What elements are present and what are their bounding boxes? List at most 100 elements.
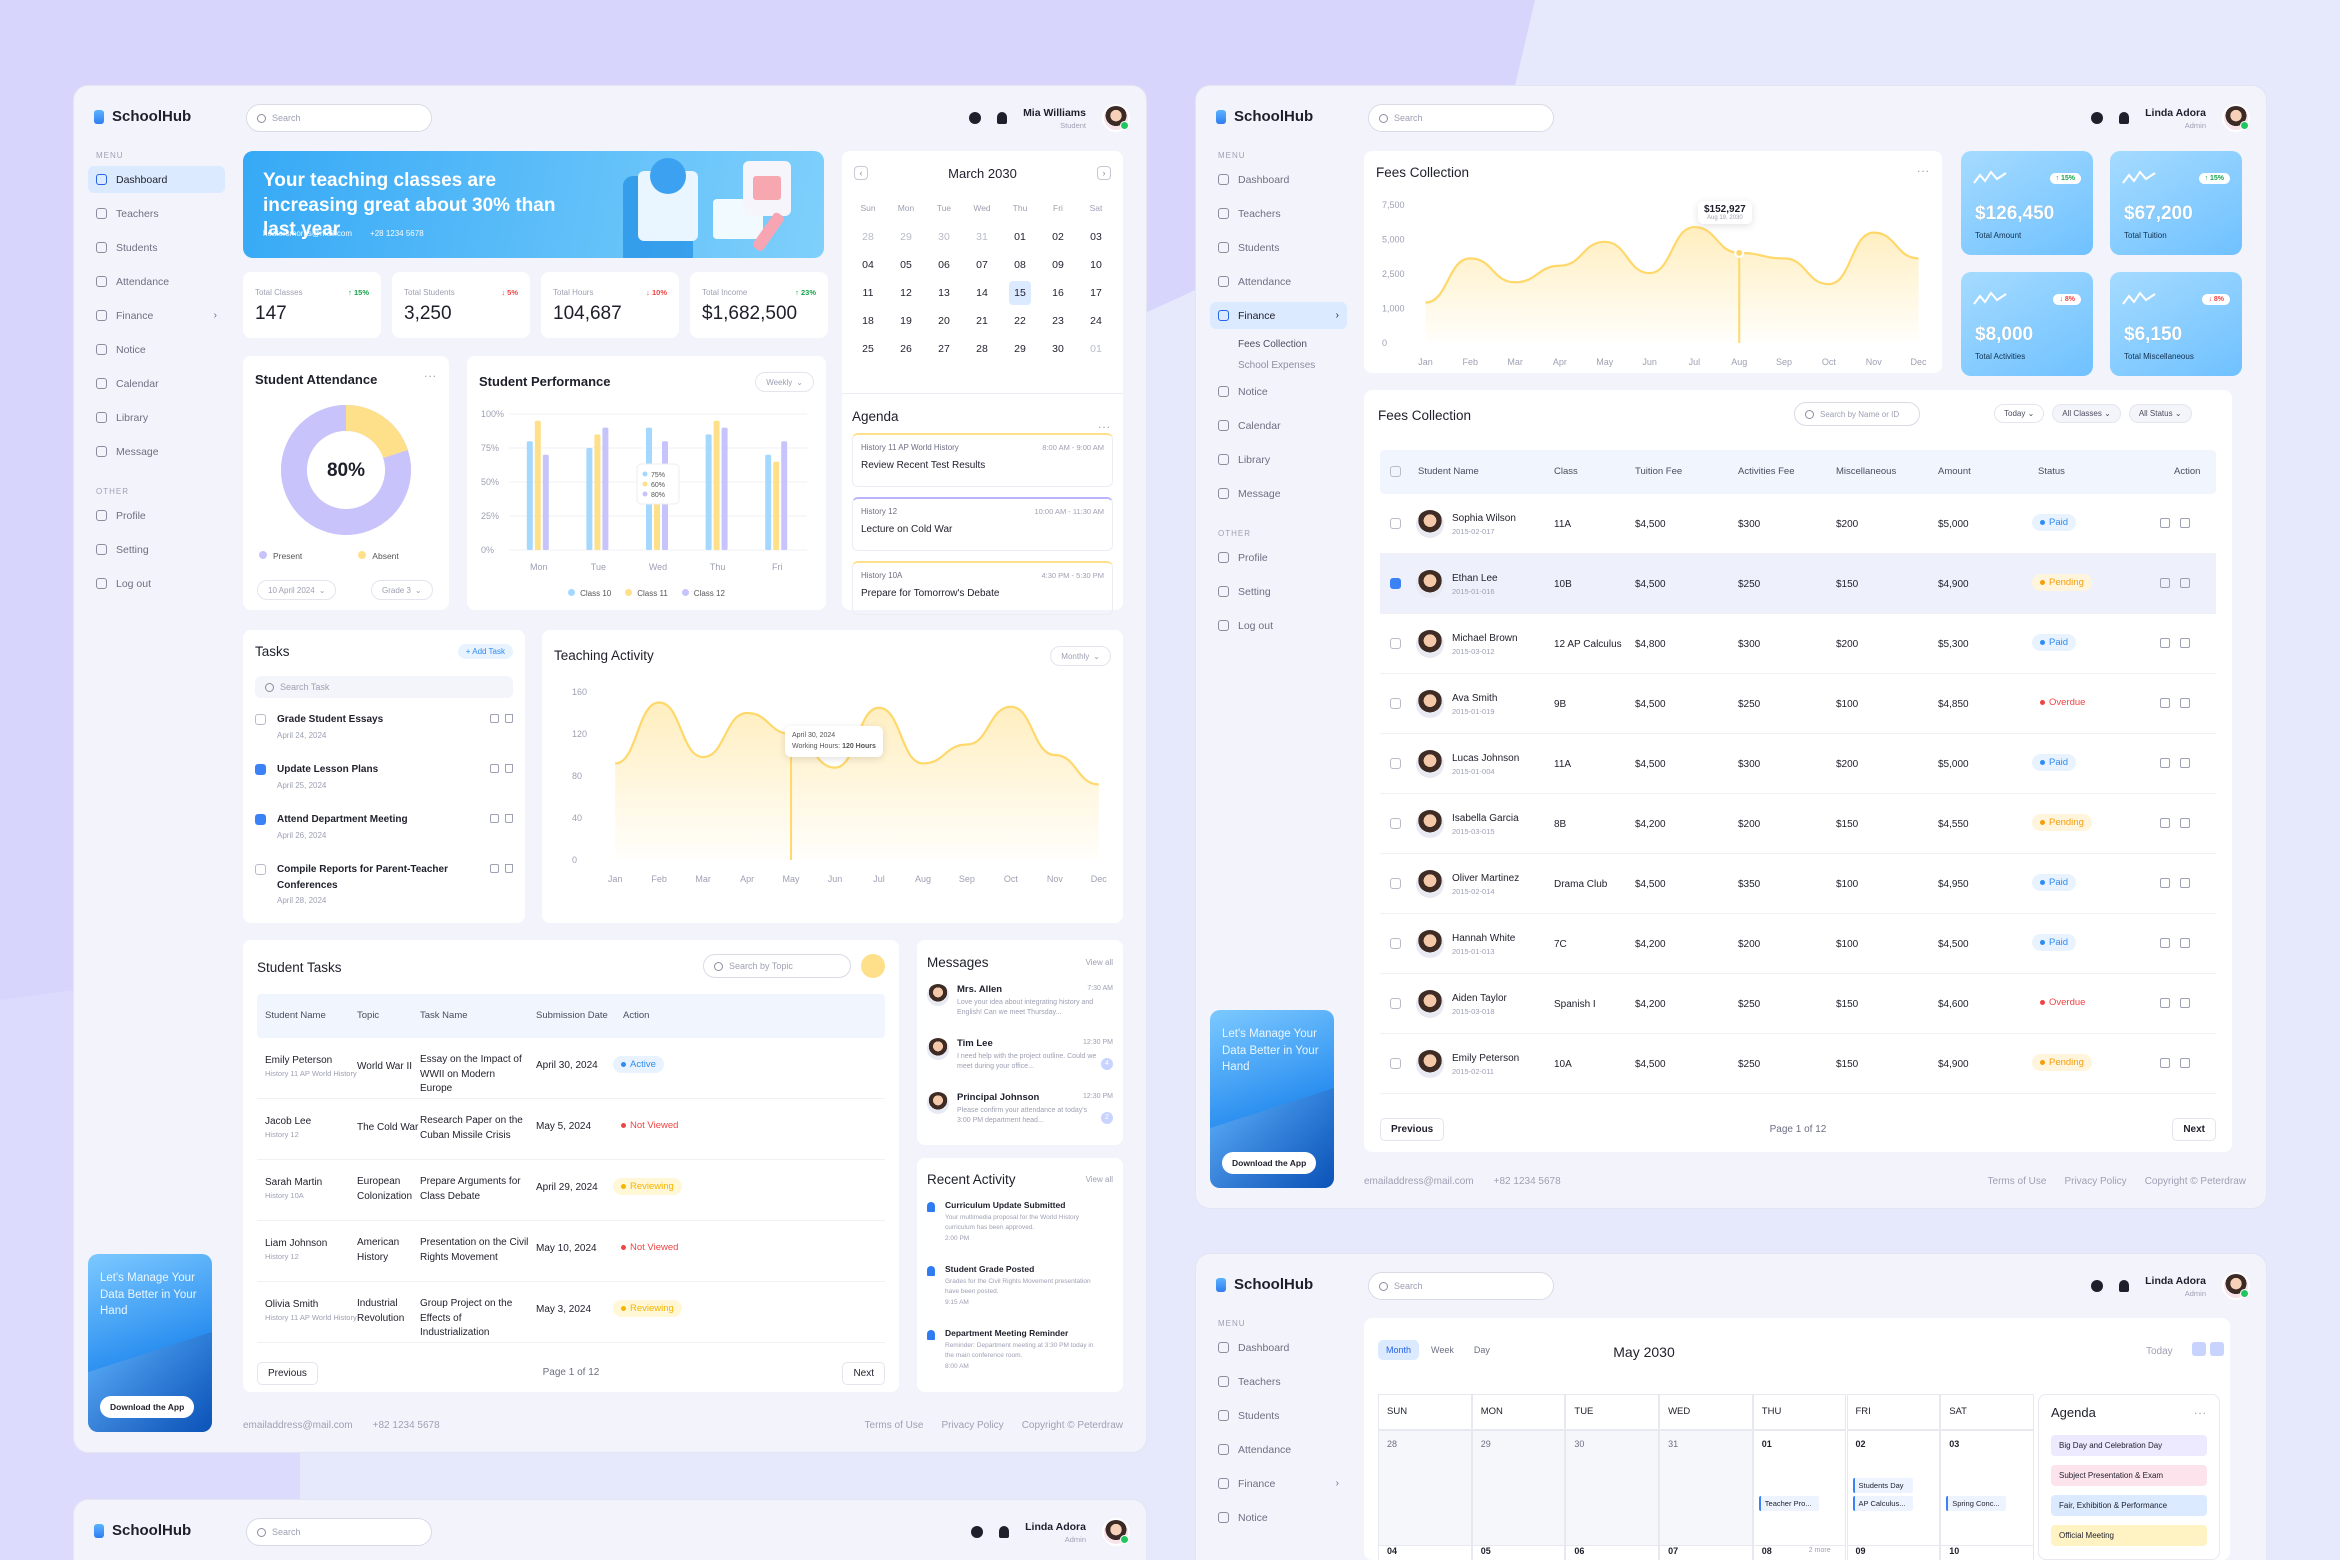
logo[interactable]: SchoolHub bbox=[88, 1522, 225, 1539]
trash-icon[interactable] bbox=[2180, 638, 2190, 648]
table-row[interactable]: Ethan Lee 2015-01-016 10B $4,500 $250 $150 $4,… bbox=[1380, 554, 2216, 614]
trash-icon[interactable] bbox=[2180, 1058, 2190, 1068]
calendar-day[interactable]: 28 bbox=[1378, 1430, 1472, 1546]
more-icon[interactable]: ... bbox=[1097, 417, 1111, 431]
calendar-day[interactable]: 11 bbox=[862, 287, 874, 299]
more-icon[interactable]: ... bbox=[1916, 161, 1930, 175]
agenda-item[interactable]: Official Meeting bbox=[2051, 1525, 2207, 1546]
bar-class-11-mon[interactable] bbox=[534, 420, 541, 550]
calendar-day[interactable]: 06 bbox=[938, 259, 950, 271]
previous-button[interactable]: Previous bbox=[257, 1362, 318, 1385]
sidebar-item-finance[interactable]: Finance › bbox=[88, 302, 225, 329]
footer-email[interactable]: emailaddress@mail.com bbox=[1364, 1176, 1474, 1187]
edit-icon[interactable] bbox=[490, 764, 499, 773]
view-tab-month[interactable]: Month bbox=[1378, 1340, 1420, 1360]
submenu-school-expenses[interactable]: School Expenses bbox=[1238, 360, 1316, 371]
sidebar-item-teachers[interactable]: Teachers bbox=[1210, 1368, 1347, 1395]
calendar-day[interactable]: 01 bbox=[1090, 343, 1102, 355]
view-all-link[interactable]: View all bbox=[1085, 958, 1113, 967]
trash-icon[interactable] bbox=[2180, 758, 2190, 768]
calendar-event[interactable]: Spring Conc... bbox=[1946, 1496, 2007, 1511]
calendar-event[interactable]: Teacher Pro... bbox=[1758, 1496, 1819, 1511]
bell-icon[interactable] bbox=[999, 1526, 1010, 1538]
sidebar-item-setting[interactable]: Setting bbox=[1210, 578, 1347, 605]
trash-icon[interactable] bbox=[2180, 698, 2190, 708]
message-item[interactable]: Tim Lee 12:30 PM I need help with the proj… bbox=[927, 1038, 1113, 1092]
table-row[interactable]: Sarah Martin History 10A European Coloniza… bbox=[257, 1160, 885, 1221]
select-all-checkbox[interactable] bbox=[1390, 466, 1401, 477]
calendar-day[interactable]: 10 bbox=[1090, 259, 1102, 271]
trash-icon[interactable] bbox=[2180, 878, 2190, 888]
row-checkbox[interactable] bbox=[1390, 578, 1401, 589]
calendar-day[interactable]: 25 bbox=[862, 343, 874, 355]
sidebar-item-library[interactable]: Library bbox=[1210, 446, 1347, 473]
edit-icon[interactable] bbox=[2160, 998, 2170, 1008]
filter-button[interactable] bbox=[861, 954, 885, 978]
search-input[interactable]: Search bbox=[1368, 104, 1554, 132]
calendar-day[interactable]: 21 bbox=[976, 315, 988, 327]
sidebar-item-attendance[interactable]: Attendance bbox=[1210, 268, 1347, 295]
trash-icon[interactable] bbox=[2180, 518, 2190, 528]
calendar-day[interactable]: 27 bbox=[938, 343, 950, 355]
logo[interactable]: SchoolHub bbox=[1210, 108, 1347, 125]
task-search-input[interactable]: Search Task bbox=[255, 676, 513, 698]
calendar-day[interactable]: 28 bbox=[862, 231, 874, 243]
calendar-day[interactable]: 12 bbox=[900, 287, 912, 299]
avatar[interactable] bbox=[2222, 1272, 2250, 1300]
view-all-link[interactable]: View all bbox=[1085, 1175, 1113, 1184]
trash-icon[interactable] bbox=[2180, 938, 2190, 948]
next-button[interactable]: Next bbox=[2172, 1118, 2216, 1141]
sidebar-item-dashboard[interactable]: Dashboard bbox=[1210, 166, 1347, 193]
calendar-day[interactable]: 30 bbox=[938, 231, 950, 243]
calendar-day[interactable]: 16 bbox=[1052, 287, 1064, 299]
calendar-day[interactable]: 19 bbox=[900, 315, 912, 327]
sidebar-item-message[interactable]: Message bbox=[88, 438, 225, 465]
agenda-item[interactable]: History 11 AP World History 8:00 AM - 9:0… bbox=[852, 433, 1113, 487]
agenda-item[interactable]: Fair, Exhibition & Performance bbox=[2051, 1495, 2207, 1516]
search-input[interactable]: Search bbox=[246, 1518, 432, 1546]
calendar-event[interactable]: AP Calculus... bbox=[1852, 1496, 1913, 1511]
table-row[interactable]: Emily Peterson 2015-02-011 10A $4,500 $250 $1… bbox=[1380, 1034, 2216, 1094]
message-item[interactable]: Mrs. Allen 7:30 AM Love your idea about in… bbox=[927, 984, 1113, 1038]
edit-icon[interactable] bbox=[490, 864, 499, 873]
trash-icon[interactable] bbox=[2180, 818, 2190, 828]
calendar-day[interactable]: 03 bbox=[1940, 1430, 2034, 1546]
sidebar-item-teachers[interactable]: Teachers bbox=[88, 200, 225, 227]
calendar-day[interactable]: 04 bbox=[862, 259, 874, 271]
calendar-day[interactable]: 07 bbox=[976, 259, 988, 271]
bar-class-10-mon[interactable] bbox=[526, 441, 533, 550]
more-icon[interactable]: ... bbox=[423, 366, 437, 380]
calendar-day[interactable]: 09 bbox=[1846, 1546, 1941, 1560]
calendar-day[interactable]: 29 bbox=[1014, 343, 1026, 355]
sidebar-item-notice[interactable]: Notice bbox=[1210, 378, 1347, 405]
table-row[interactable]: Michael Brown 2015-03-012 12 AP Calculus $4… bbox=[1380, 614, 2216, 674]
task-checkbox[interactable] bbox=[255, 814, 266, 825]
table-row[interactable]: Oliver Martinez 2015-02-014 Drama Club $4,5… bbox=[1380, 854, 2216, 914]
fees-search-input[interactable]: Search by Name or ID bbox=[1794, 402, 1920, 426]
row-checkbox[interactable] bbox=[1390, 1058, 1401, 1069]
bar-class-10-thu[interactable] bbox=[705, 434, 712, 550]
table-row[interactable]: Olivia Smith History 11 AP World History I… bbox=[257, 1282, 885, 1343]
sidebar-item-log-out[interactable]: Log out bbox=[1210, 612, 1347, 639]
download-app-button[interactable]: Download the App bbox=[100, 1396, 195, 1418]
task-item[interactable]: Grade Student Essays April 24, 2024 bbox=[255, 712, 513, 748]
row-checkbox[interactable] bbox=[1390, 938, 1401, 949]
sidebar-item-students[interactable]: Students bbox=[1210, 234, 1347, 261]
calendar-day[interactable]: 10 bbox=[1940, 1546, 2034, 1560]
sidebar-item-teachers[interactable]: Teachers bbox=[1210, 200, 1347, 227]
sidebar-item-attendance[interactable]: Attendance bbox=[1210, 1436, 1347, 1463]
calendar-day[interactable]: 02 bbox=[1846, 1430, 1941, 1546]
trash-icon[interactable] bbox=[505, 814, 513, 823]
calendar-day[interactable]: 31 bbox=[1659, 1430, 1753, 1546]
edit-icon[interactable] bbox=[2160, 578, 2170, 588]
calendar-day[interactable]: 29 bbox=[1471, 1430, 1566, 1546]
calendar-day[interactable]: 30 bbox=[1565, 1430, 1660, 1546]
calendar-day[interactable]: 01 bbox=[1014, 231, 1026, 243]
avatar[interactable] bbox=[2222, 104, 2250, 132]
bell-icon[interactable] bbox=[2119, 1280, 2130, 1292]
previous-button[interactable]: Previous bbox=[1380, 1118, 1445, 1141]
calendar-day[interactable]: 04 bbox=[1378, 1546, 1472, 1560]
task-checkbox[interactable] bbox=[255, 714, 266, 725]
table-row[interactable]: Lucas Johnson 2015-01-004 11A $4,500 $300 $20… bbox=[1380, 734, 2216, 794]
calendar-next-button[interactable]: › bbox=[1097, 166, 1111, 180]
